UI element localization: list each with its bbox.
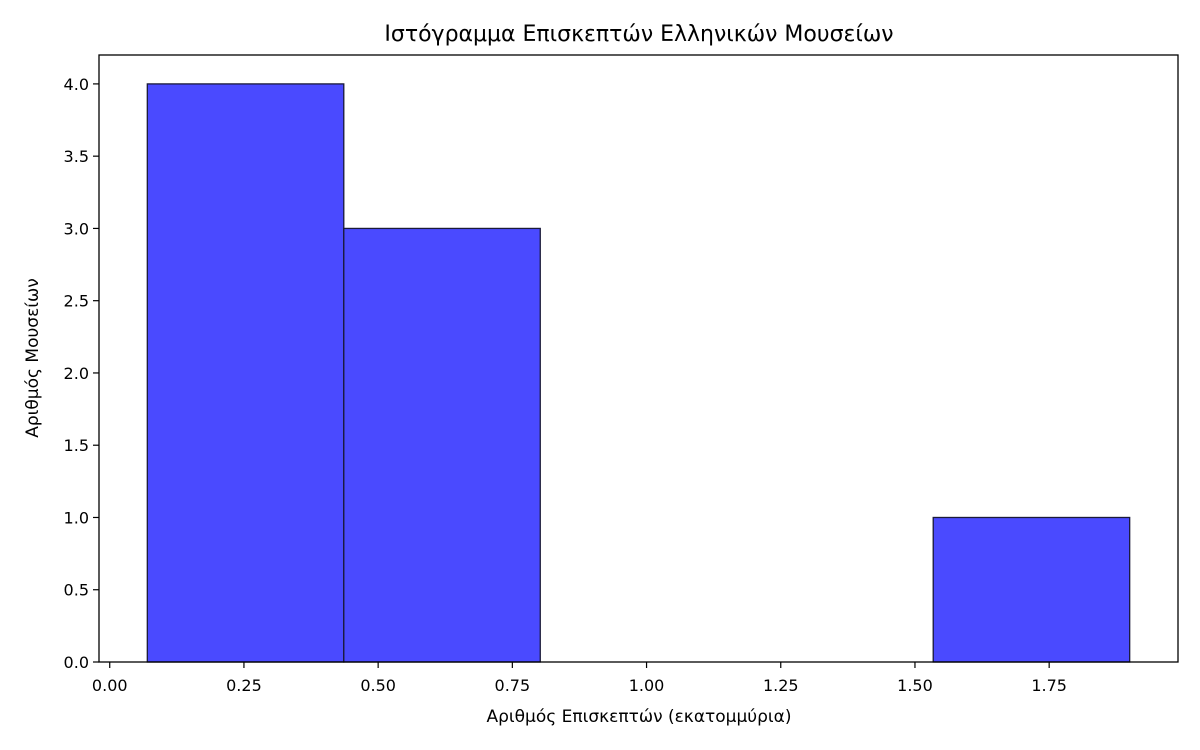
x-tick-label: 1.25 [763, 676, 799, 695]
y-axis-label: Αριθμός Μουσείων [23, 278, 43, 438]
x-tick-label: 0.25 [226, 676, 262, 695]
plot-frame [98, 54, 1179, 663]
y-tick-label: 0.5 [64, 581, 89, 600]
histogram-bar-1 [343, 227, 541, 663]
histogram-bar-0 [146, 83, 345, 663]
y-axis-ticks: 0.0 0.5 1.0 1.5 2.0 2.5 3.0 3.5 4.0 [64, 75, 99, 672]
y-tick-label: 2.0 [64, 364, 89, 383]
x-tick-label: 1.00 [629, 676, 665, 695]
x-axis-ticks: 0.00 0.25 0.50 0.75 1.00 1.25 1.50 1.75 [92, 662, 1067, 695]
y-tick-label: 1.5 [64, 436, 89, 455]
y-tick-label: 0.0 [64, 653, 89, 672]
x-tick-label: 1.75 [1031, 676, 1067, 695]
x-tick-label: 0.75 [495, 676, 531, 695]
bars-group [146, 83, 1131, 663]
y-tick-label: 4.0 [64, 75, 89, 94]
x-tick-label: 0.50 [360, 676, 396, 695]
y-tick-label: 3.5 [64, 147, 89, 166]
x-tick-label: 1.50 [897, 676, 933, 695]
x-tick-label: 0.00 [92, 676, 128, 695]
chart-title: Ιστόγραμμα Επισκεπτών Ελληνικών Μουσείων [384, 22, 893, 47]
y-tick-label: 3.0 [64, 219, 89, 238]
y-tick-label: 2.5 [64, 292, 89, 311]
x-axis-label: Αριθμός Επισκεπτών (εκατομμύρια) [486, 707, 791, 727]
y-tick-label: 1.0 [64, 508, 89, 527]
histogram-bar-4 [932, 516, 1131, 663]
